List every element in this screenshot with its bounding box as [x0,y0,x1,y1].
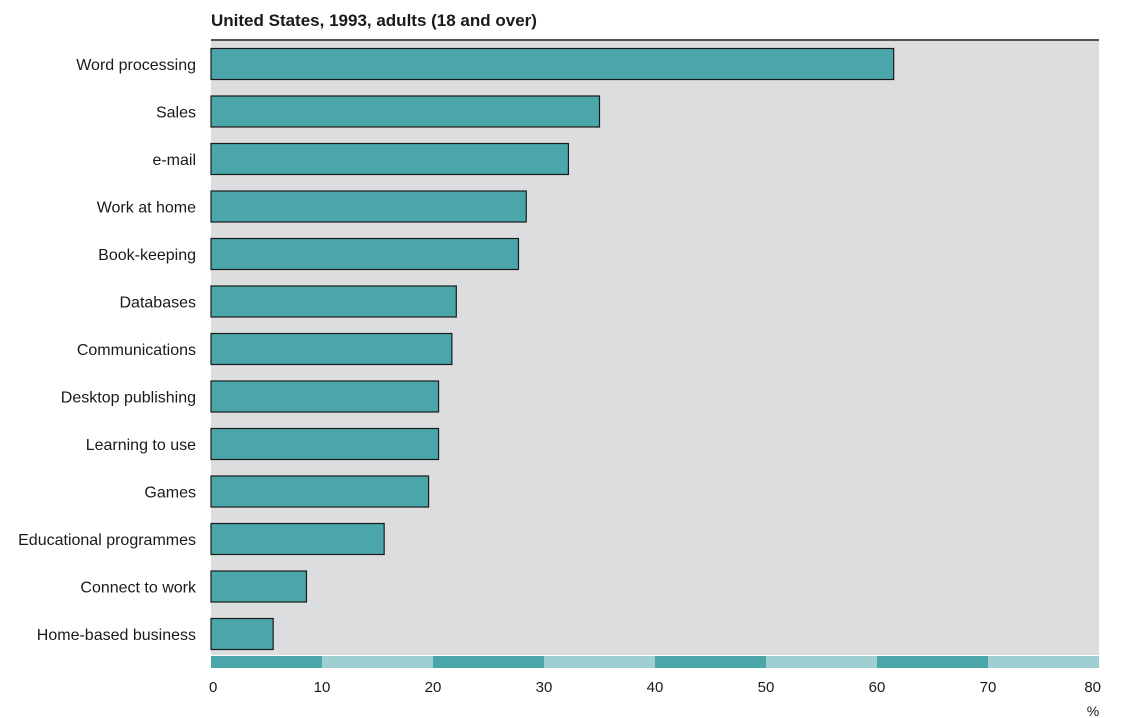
category-label: Word processing [76,57,196,74]
category-label: Communications [77,342,196,359]
chart-title: United States, 1993, adults (18 and over… [211,11,537,30]
x-tick-label: 40 [647,679,664,696]
bar [210,142,570,176]
axis-scale-band [211,656,1099,668]
category-label: Book-keeping [98,247,196,264]
x-tick-label: 60 [869,679,886,696]
category-label: Work at home [97,200,196,217]
x-tick-label: 30 [536,679,553,696]
bar [210,95,601,128]
bar [210,237,520,271]
scale-band-segment [988,656,1099,668]
category-label: Home-based business [37,627,196,644]
category-label: Connect to work [80,580,197,597]
category-label: Desktop publishing [61,390,196,407]
scale-band-segment [544,656,655,668]
x-tick-label: 50 [758,679,775,696]
scale-band-segment [877,656,988,668]
category-label: Learning to use [86,437,196,454]
category-label: Educational programmes [18,532,196,549]
x-tick-label: 70 [980,679,997,696]
category-label: Databases [120,295,197,312]
bar [210,427,440,461]
category-label: e-mail [152,152,196,169]
bar [210,332,453,366]
bar [210,47,895,81]
x-tick-label: 10 [314,679,331,696]
scale-band-segment [211,656,322,668]
bar [210,522,385,556]
category-label: Games [144,485,196,502]
x-tick-label: 0 [209,679,217,696]
scale-band-segment [766,656,877,668]
category-label: Sales [156,105,196,122]
scale-band-segment [322,656,433,668]
bar [210,285,457,318]
bar [210,570,308,603]
category-labels: Word processing Sales e-mail Work at home Bo… [18,57,197,644]
x-tick-label: 80 [1084,679,1101,696]
x-unit-label: % [1087,703,1099,718]
scale-band-segment [433,656,544,668]
bar [210,190,527,223]
x-tick-labels: 0 10 20 30 40 50 60 70 80 [209,679,1101,696]
bar [210,475,430,508]
bar [210,380,440,413]
x-tick-label: 20 [425,679,442,696]
bar [210,617,274,651]
scale-band-segment [655,656,766,668]
bars-group [210,47,895,651]
